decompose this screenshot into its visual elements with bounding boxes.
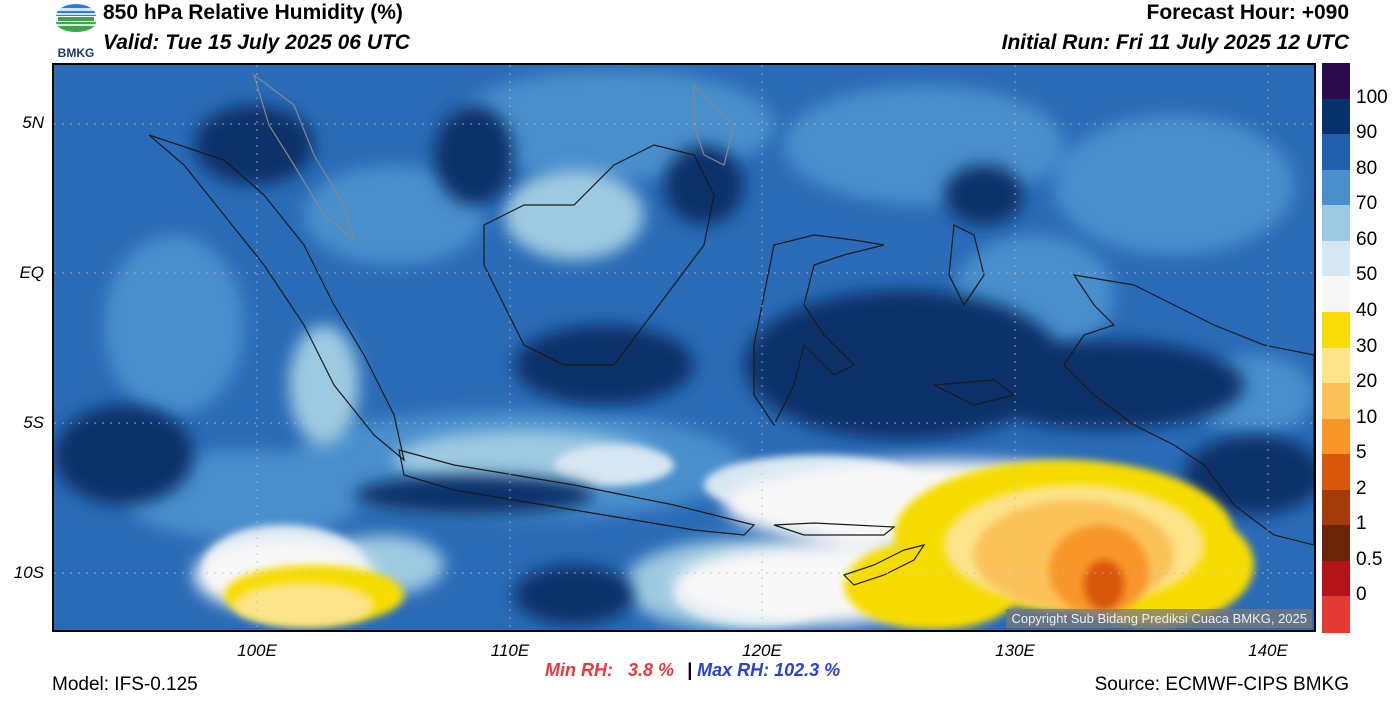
colorbar-label: 40 xyxy=(1356,299,1378,321)
valid-time: Valid: Tue 15 July 2025 06 UTC xyxy=(103,31,410,54)
colorbar-segment xyxy=(1322,276,1350,313)
colorbar-segment xyxy=(1322,383,1350,420)
rh-separator: | xyxy=(687,660,693,680)
lat-label-10s: 10S xyxy=(13,563,44,582)
initial-run: Initial Run: Fri 11 July 2025 12 UTC xyxy=(1001,31,1349,54)
colorbar-label: 20 xyxy=(1356,371,1378,393)
colorbar-segment xyxy=(1322,134,1350,171)
colorbar-segment xyxy=(1322,454,1350,491)
colorbar-segment xyxy=(1322,347,1350,384)
colorbar-label: 1 xyxy=(1356,513,1367,535)
lon-label-140e: 140E xyxy=(1248,641,1288,660)
colorbar-label: 5 xyxy=(1356,442,1367,464)
colorbar-segment xyxy=(1322,560,1350,597)
rh-stats: Min RH: 3.8 % | Max RH: 102.3 % xyxy=(545,660,840,681)
colorbar-label: 0.5 xyxy=(1356,548,1383,570)
colorbar-label: 80 xyxy=(1356,157,1378,179)
colorbar xyxy=(1322,63,1350,633)
lon-label-130e: 130E xyxy=(995,641,1035,660)
gridlines xyxy=(54,65,1314,630)
lon-label-110e: 110E xyxy=(490,641,530,660)
bmkg-logo-icon: BMKG xyxy=(52,2,100,60)
copyright-notice: Copyright Sub Bidang Prediksi Cuaca BMKG… xyxy=(1006,609,1312,628)
forecast-hour: Forecast Hour: +090 xyxy=(1146,1,1350,24)
lon-label-100e: 100E xyxy=(237,641,277,660)
colorbar-label: 60 xyxy=(1356,228,1378,250)
map-title: 850 hPa Relative Humidity (%) xyxy=(103,1,403,24)
colorbar-label: 30 xyxy=(1356,335,1378,357)
source-label: Source: ECMWF-CIPS BMKG xyxy=(1094,674,1349,695)
colorbar-label: 10 xyxy=(1356,406,1378,428)
colorbar-segment xyxy=(1322,596,1350,633)
min-rh-value: 3.8 % xyxy=(628,660,675,680)
lon-label-120e: 120E xyxy=(742,641,782,660)
humidity-map: Copyright Sub Bidang Prediksi Cuaca BMKG… xyxy=(52,63,1316,632)
max-rh-value: 102.3 % xyxy=(774,660,841,680)
colorbar-segment xyxy=(1322,240,1350,277)
colorbar-segment xyxy=(1322,311,1350,348)
model-label: Model: IFS-0.125 xyxy=(52,674,198,695)
colorbar-segment xyxy=(1322,418,1350,455)
colorbar-label: 2 xyxy=(1356,477,1367,499)
colorbar-segment xyxy=(1322,489,1350,526)
lat-label-eq: EQ xyxy=(19,263,44,282)
colorbar-segment xyxy=(1322,98,1350,135)
colorbar-segment xyxy=(1322,169,1350,206)
colorbar-label: 100 xyxy=(1356,86,1388,108)
colorbar-label: 50 xyxy=(1356,264,1378,286)
colorbar-segment xyxy=(1322,525,1350,562)
colorbar-label: 0 xyxy=(1356,584,1367,606)
max-rh-label: Max RH: xyxy=(697,660,770,680)
min-rh-label: Min RH: xyxy=(545,660,613,680)
colorbar-label: 90 xyxy=(1356,122,1378,144)
logo-text: BMKG xyxy=(58,46,95,60)
colorbar-segment xyxy=(1322,205,1350,242)
lat-label-5s: 5S xyxy=(23,413,44,432)
colorbar-label: 70 xyxy=(1356,193,1378,215)
lat-label-5n: 5N xyxy=(22,113,44,132)
colorbar-segment xyxy=(1322,63,1350,100)
coastline xyxy=(148,73,1314,586)
